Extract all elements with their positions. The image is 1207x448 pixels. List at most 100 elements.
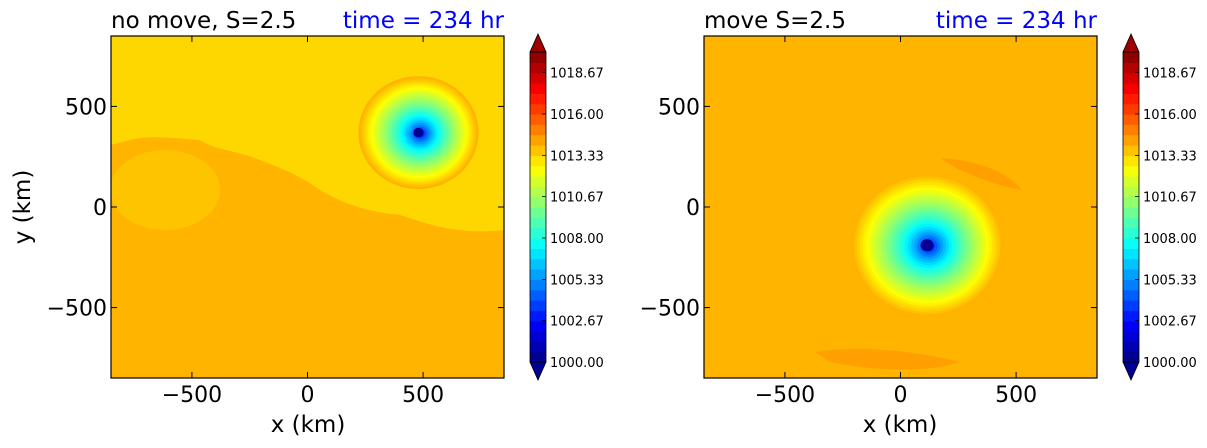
right-vortex [850,173,1004,317]
colorbar-extend-max [529,33,547,53]
colorbar-tick-label: 1005.33 [1143,273,1197,288]
colorbar-extend-min [1122,361,1140,381]
colorbar-segment [530,103,546,115]
colorbar-tick-label: 1002.67 [550,315,604,330]
colorbar-extend-min [529,361,547,381]
colorbar-segment [1123,52,1139,63]
colorbar-segment [530,269,546,280]
y-tick-label: −500 [640,297,700,322]
left-y-ticks: 500 0 −500 [47,95,504,322]
colorbar-tick-label: 1005.33 [550,273,604,288]
colorbar-segment [1123,320,1139,332]
x-tick-label: −500 [755,383,815,408]
colorbar-tick-label: 1008.00 [550,232,604,247]
colorbar-tick-label: 1000.00 [550,356,604,371]
left-colorbar: 1000.00 1002.67 1005.33 1008.00 1010.67 1013.… [529,33,604,381]
left-vortex [358,76,479,190]
colorbar-tick-label: 1016.00 [1143,108,1197,123]
colorbar-tick-label: 1018.67 [1143,67,1197,82]
colorbar-tick-label: 1013.33 [550,149,604,164]
colorbar-segment [1123,310,1139,322]
right-x-ticks: −500 0 500 [755,36,1037,408]
colorbar-segment [1123,62,1139,74]
colorbar-segment [1123,341,1139,353]
right-time-label: time = 234 hr [936,8,1098,34]
right-heatmap [704,36,1097,378]
colorbar-segment [1123,351,1139,363]
colorbar-segment [530,300,546,311]
colorbar-segment [530,145,546,156]
left-x-ticks: −500 0 500 [162,36,444,408]
colorbar-segment [1123,300,1139,311]
colorbar-frame [529,51,547,363]
right-x-axis-label: x (km) [863,412,938,438]
y-tick-label: −500 [47,297,107,322]
colorbar-segment [1123,72,1139,84]
colorbar-tick-label: 1010.67 [550,191,604,206]
colorbar-tick-label: 1002.67 [1143,315,1197,330]
right-panel: −500 0 500 500 0 −500 move S=2.5 time = 234 … [640,8,1197,438]
colorbar-segment [530,165,546,177]
colorbar-segment [1123,186,1139,198]
colorbar-segment [1123,114,1139,125]
right-y-ticks: 500 0 −500 [640,95,1097,322]
colorbar-segment [1123,238,1139,249]
colorbar-tick-label: 1000.00 [1143,356,1197,371]
y-tick-label: 0 [686,196,700,221]
right-title: move S=2.5 [704,8,846,34]
colorbar-tick-label: 1013.33 [1143,149,1197,164]
colorbar-segment [530,124,546,136]
colorbar-segment [530,320,546,332]
colorbar-segment [1123,165,1139,177]
colorbar-segment [530,217,546,229]
colorbar-segment [1123,279,1139,291]
vortex-core [413,127,424,138]
y-tick-label: 500 [658,95,700,120]
colorbar-segment [530,196,546,208]
colorbar-segment [1123,103,1139,115]
colorbar-extend-max [1122,33,1140,53]
colorbar-segment [1123,331,1139,342]
colorbar-segment [530,93,546,105]
colorbar-segment [1123,155,1139,167]
colorbar-segment [530,52,546,63]
colorbar-segment [530,227,546,239]
colorbar-segment [1123,217,1139,229]
colorbar-segment [1123,248,1139,260]
right-field-lower-streak [815,348,960,370]
colorbar-segment [1123,196,1139,208]
colorbar-segment [530,258,546,270]
colorbar-segment [1123,93,1139,105]
colorbar-segment [1123,145,1139,156]
colorbar-tick-label: 1018.67 [550,67,604,82]
colorbar-segment [530,207,546,218]
vortex-core [920,239,934,252]
colorbar-segment [1123,227,1139,239]
colorbar-segment [530,238,546,249]
colorbar-segment [530,62,546,74]
left-title: no move, S=2.5 [111,8,296,34]
right-field-upper-streak [940,158,1022,190]
x-tick-label: 500 [402,383,444,408]
colorbar-tick-label: 1010.67 [1143,191,1197,206]
colorbar-segment [530,331,546,342]
colorbar-segment [1123,134,1139,146]
left-field-patch [111,150,220,230]
colorbar-segment [1123,83,1139,94]
colorbar-segment [1123,124,1139,136]
colorbar-segment [1123,269,1139,280]
x-tick-label: 0 [301,383,315,408]
colorbar-segment [530,186,546,198]
x-tick-label: −500 [162,383,222,408]
left-heatmap [111,36,504,378]
colorbar-segment [530,72,546,84]
colorbar-segment [1123,207,1139,218]
left-time-label: time = 234 hr [343,8,505,34]
colorbar-tick-label: 1016.00 [550,108,604,123]
colorbar-segment [530,114,546,125]
colorbar-segment [530,134,546,146]
y-tick-label: 500 [65,95,107,120]
colorbar-segment [1123,289,1139,301]
colorbar-tick-label: 1008.00 [1143,232,1197,247]
